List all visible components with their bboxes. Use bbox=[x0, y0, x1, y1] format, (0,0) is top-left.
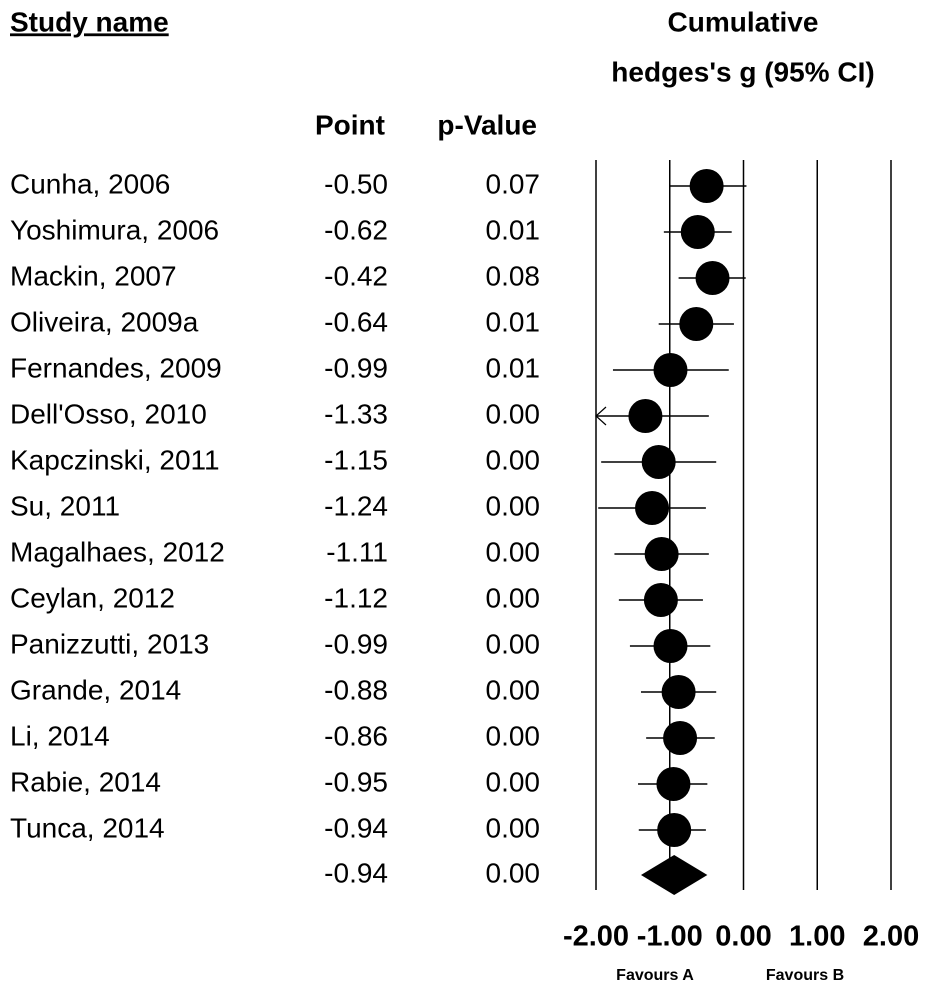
study-name: Magalhaes, 2012 bbox=[10, 536, 225, 567]
study-name: Rabie, 2014 bbox=[10, 766, 161, 797]
summary-diamond bbox=[640, 855, 708, 895]
study-name: Cunha, 2006 bbox=[10, 168, 170, 199]
p-value: 0.00 bbox=[486, 444, 541, 475]
p-value: 0.00 bbox=[486, 766, 541, 797]
favours-left: Favours A bbox=[616, 967, 694, 984]
point-value: -0.88 bbox=[324, 674, 388, 705]
title-line: hedges's g (95% CI) bbox=[611, 56, 874, 87]
p-value: 0.07 bbox=[486, 168, 541, 199]
p-value: 0.00 bbox=[486, 582, 541, 613]
summary-point: -0.94 bbox=[324, 857, 388, 888]
p-value: 0.00 bbox=[486, 398, 541, 429]
p-value: 0.00 bbox=[486, 536, 541, 567]
study-name: Su, 2011 bbox=[10, 490, 120, 521]
study-name: Panizzutti, 2013 bbox=[10, 628, 209, 659]
x-tick-label: 2.00 bbox=[863, 921, 919, 953]
study-name: Oliveira, 2009a bbox=[10, 306, 199, 337]
p-value: 0.00 bbox=[486, 628, 541, 659]
point-value: -0.99 bbox=[324, 352, 388, 383]
point-value: -1.33 bbox=[324, 398, 388, 429]
study-name: Dell'Osso, 2010 bbox=[10, 398, 207, 429]
x-tick-label: -1.00 bbox=[637, 921, 703, 953]
study-header: Study name bbox=[10, 6, 169, 37]
p-value: 0.01 bbox=[486, 214, 541, 245]
point-value: -0.50 bbox=[324, 168, 388, 199]
favours-right: Favours B bbox=[766, 967, 844, 984]
study-name: Grande, 2014 bbox=[10, 674, 181, 705]
summary-p: 0.00 bbox=[486, 857, 541, 888]
p-header: p-Value bbox=[437, 109, 537, 140]
x-tick-label: 0.00 bbox=[715, 921, 771, 953]
point-marker bbox=[656, 767, 691, 801]
p-value: 0.01 bbox=[486, 352, 541, 383]
title-line: Cumulative bbox=[668, 6, 819, 37]
point-value: -0.94 bbox=[324, 812, 388, 843]
point-marker bbox=[689, 169, 724, 203]
point-value: -1.12 bbox=[324, 582, 388, 613]
point-marker bbox=[643, 583, 678, 617]
point-marker bbox=[661, 675, 696, 709]
ci-arrow bbox=[595, 406, 607, 426]
point-value: -0.62 bbox=[324, 214, 388, 245]
study-name: Li, 2014 bbox=[10, 720, 110, 751]
point-value: -0.86 bbox=[324, 720, 388, 751]
study-name: Fernandes, 2009 bbox=[10, 352, 222, 383]
x-tick-label: 1.00 bbox=[789, 921, 845, 953]
point-value: -1.11 bbox=[326, 536, 388, 567]
point-marker bbox=[653, 353, 688, 387]
point-marker bbox=[635, 491, 670, 525]
p-value: 0.00 bbox=[486, 720, 541, 751]
point-header: Point bbox=[315, 109, 385, 140]
point-marker bbox=[644, 537, 679, 571]
p-value: 0.01 bbox=[486, 306, 541, 337]
study-name: Yoshimura, 2006 bbox=[10, 214, 219, 245]
x-tick-label: -2.00 bbox=[563, 921, 629, 953]
study-name: Tunca, 2014 bbox=[10, 812, 165, 843]
study-name: Mackin, 2007 bbox=[10, 260, 177, 291]
point-value: -1.15 bbox=[324, 444, 388, 475]
study-name: Ceylan, 2012 bbox=[10, 582, 175, 613]
point-value: -0.99 bbox=[324, 628, 388, 659]
point-marker bbox=[653, 629, 688, 663]
point-marker bbox=[628, 399, 663, 433]
point-value: -1.24 bbox=[324, 490, 388, 521]
point-marker bbox=[679, 307, 714, 341]
p-value: 0.00 bbox=[486, 812, 541, 843]
point-value: -0.64 bbox=[324, 306, 388, 337]
point-value: -0.42 bbox=[324, 260, 388, 291]
point-marker bbox=[695, 261, 730, 295]
p-value: 0.08 bbox=[486, 260, 541, 291]
p-value: 0.00 bbox=[486, 490, 541, 521]
point-value: -0.95 bbox=[324, 766, 388, 797]
p-value: 0.00 bbox=[486, 674, 541, 705]
point-marker bbox=[680, 215, 715, 249]
point-marker bbox=[657, 813, 692, 847]
point-marker bbox=[641, 445, 676, 479]
point-marker bbox=[663, 721, 698, 755]
study-name: Kapczinski, 2011 bbox=[10, 444, 220, 475]
